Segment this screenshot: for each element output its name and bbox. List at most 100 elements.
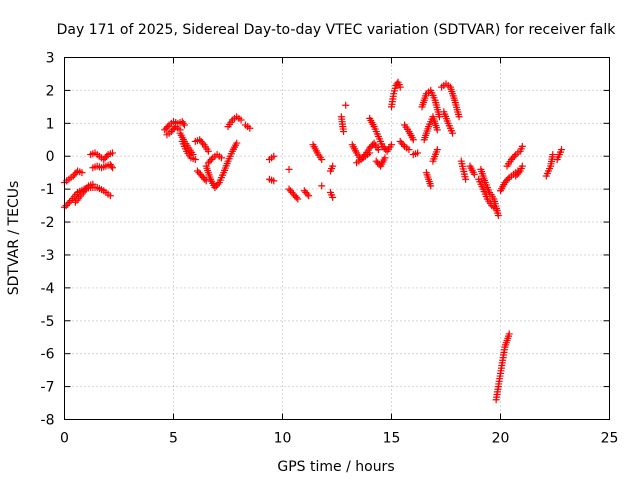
y-tick-label: -7 [41,380,55,396]
data-segment [337,113,348,136]
data-segment [326,162,337,175]
data-segment [477,165,502,219]
y-tick-label: -6 [41,347,55,363]
data-point [270,177,278,185]
data-segment [300,187,313,200]
data-segment [191,136,212,155]
data-point [107,162,115,170]
data-point [427,182,435,190]
data-segment [61,183,114,211]
y-tick-label: -5 [41,314,55,330]
data-point [405,146,413,154]
data-segment [285,165,293,173]
data-point [108,149,116,157]
data-series [61,78,566,404]
data-segment [178,137,199,164]
data-point [518,162,526,170]
data-point [246,124,254,132]
data-point [214,180,222,188]
data-point [303,190,311,198]
y-tick-label: 0 [46,149,55,165]
chart-title: Day 171 of 2025, Sidereal Day-to-day VTE… [57,22,617,38]
x-tick-label: 5 [169,431,178,447]
data-point [191,156,199,164]
data-point [180,121,188,129]
data-segment [224,113,245,131]
data-segment [193,167,210,185]
data-segment [396,137,413,154]
data-point [374,146,382,154]
data-segment [466,162,478,178]
data-point [433,126,441,134]
grid-lines [64,57,610,420]
data-point [179,119,187,127]
data-point [237,116,245,124]
data-point [505,330,513,338]
data-point [494,211,502,219]
data-segment [420,113,441,144]
data-point [558,146,566,154]
data-segment [71,180,97,206]
data-segment [366,114,395,155]
data-point [199,139,207,147]
y-tick-label: 3 [46,51,55,67]
data-point [78,169,86,177]
data-segment [372,154,389,170]
data-point [270,152,278,160]
y-tick-label: -4 [41,281,55,297]
data-point [549,151,557,159]
data-segment [503,142,526,170]
data-point [414,149,422,157]
data-point [518,142,526,150]
x-tick-label: 20 [492,431,510,447]
data-point [396,83,404,91]
x-tick-label: 10 [274,431,292,447]
data-segment [422,169,435,190]
data-point [329,193,337,201]
data-segment [409,149,422,159]
data-point [292,193,300,201]
data-segment [553,146,566,164]
data-point [515,169,523,177]
data-point [510,152,518,160]
data-point [462,175,470,183]
data-point [108,164,116,172]
data-segment [265,175,278,185]
data-point [164,123,172,131]
y-tick-label: 2 [46,83,55,99]
data-segment [401,121,417,144]
x-tick-label: 25 [601,431,619,447]
data-segment [285,185,302,203]
data-segment [353,149,374,167]
data-segment [429,146,441,165]
data-point [504,175,512,183]
data-point [449,129,457,137]
data-point [204,147,212,155]
x-axis-title: GPS time / hours [277,459,394,475]
y-tick-label: -2 [41,215,55,231]
data-point [455,113,463,121]
axis-ticks [64,57,610,420]
data-segment [202,139,241,191]
data-segment [542,151,557,180]
data-point [318,182,326,190]
y-tick-label: 1 [46,116,55,132]
data-point [318,156,326,164]
data-segment [388,78,404,111]
data-point [435,113,443,121]
data-point [65,198,73,206]
data-point [433,146,441,154]
data-point [366,149,374,157]
data-point [64,200,72,208]
data-point [103,152,111,160]
data-segment [265,152,278,164]
data-point [207,156,215,164]
data-point [340,128,348,136]
plot-frame [64,57,610,420]
data-point [89,180,97,188]
y-tick-label: -3 [41,248,55,264]
data-segment [512,162,526,180]
y-axis-title: SDTVAR / TECUs [6,181,22,296]
x-tick-label: 15 [383,431,401,447]
data-point [381,154,389,162]
